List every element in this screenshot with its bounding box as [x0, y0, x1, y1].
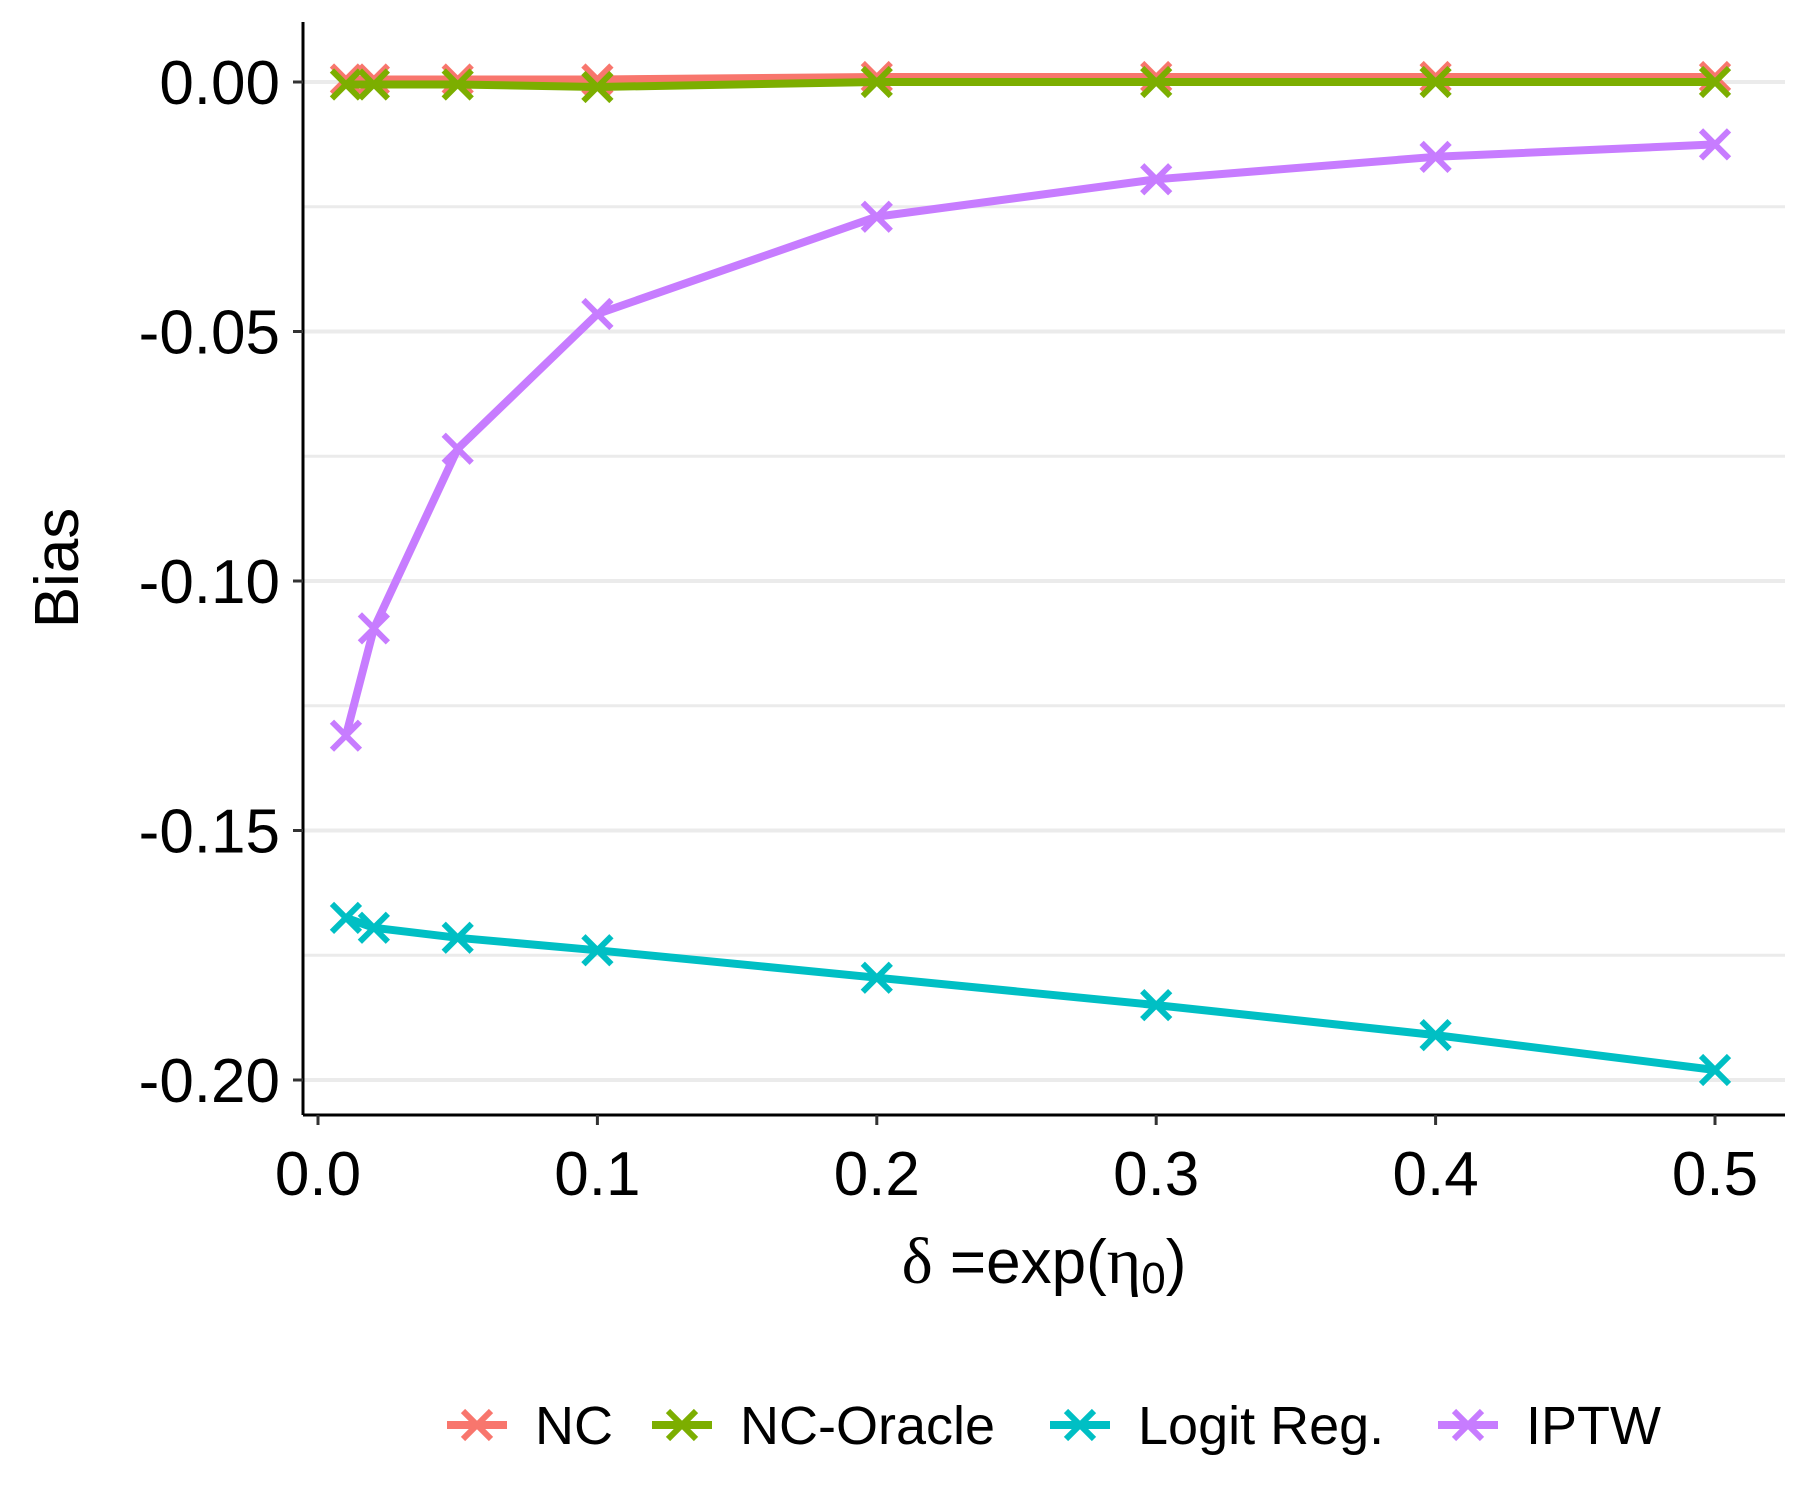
data-point-nc — [329, 63, 363, 96]
y-tick-label: -0.05 — [139, 299, 280, 368]
x-axis-title-mid: =exp( — [933, 1228, 1107, 1297]
x-axis-ticks: 0.0 0.1 0.2 0.3 0.4 0.5 — [275, 1115, 1758, 1209]
data-point-logit-reg — [357, 911, 391, 944]
data-point-nc-oracle — [357, 68, 391, 101]
data-point-nc-oracle — [441, 68, 474, 101]
y-tick-label: -0.15 — [139, 798, 280, 867]
data-point-iptw — [1419, 140, 1452, 173]
y-tick-label: -0.20 — [139, 1047, 280, 1116]
legend-label: IPTW — [1526, 1396, 1661, 1456]
legend: NC NC-Oracle Logit Reg. IPTW — [447, 1396, 1661, 1456]
data-point-nc-oracle — [329, 68, 363, 101]
data-point-logit-reg — [860, 961, 893, 994]
x-tick-label: 0.4 — [1392, 1140, 1478, 1209]
legend-item-nc-oracle: NC-Oracle — [652, 1396, 995, 1456]
x-axis-title-eta: η — [1107, 1225, 1142, 1298]
data-point-logit-reg — [329, 901, 363, 934]
data-point-logit-reg — [1140, 989, 1173, 1022]
x-tick-label: 0.5 — [1672, 1140, 1758, 1209]
series-logit-reg — [329, 901, 1732, 1087]
x-axis-title: δ =exp(η0) — [902, 1225, 1187, 1303]
data-point-iptw — [1698, 128, 1732, 161]
data-point-logit-reg — [441, 921, 474, 954]
y-axis-title: Bias — [23, 508, 92, 629]
legend-label: Logit Reg. — [1138, 1396, 1384, 1456]
legend-key-marker — [460, 1408, 494, 1442]
x-axis-title-subscript: 0 — [1141, 1254, 1165, 1303]
data-point-logit-reg — [1698, 1053, 1732, 1087]
legend-key-marker — [665, 1408, 699, 1442]
series-iptw — [329, 128, 1732, 752]
legend-item-nc: NC — [447, 1396, 613, 1456]
data-point-nc — [1698, 60, 1732, 94]
series-line-nc — [345, 73, 1715, 84]
legend-key-marker — [1063, 1408, 1097, 1442]
x-axis-title-delta: δ — [902, 1225, 933, 1298]
data-point-iptw — [581, 297, 614, 331]
legend-key-marker — [1451, 1408, 1485, 1442]
series-line-nc-oracle — [345, 78, 1715, 91]
legend-label: NC-Oracle — [740, 1396, 995, 1456]
data-point-nc — [441, 63, 474, 96]
data-point-iptw — [1140, 163, 1173, 196]
data-point-iptw — [860, 200, 893, 233]
y-tick-label: -0.10 — [139, 548, 280, 617]
legend-item-iptw: IPTW — [1438, 1396, 1661, 1456]
data-point-nc — [357, 63, 391, 96]
y-axis-ticks: 0.00 -0.05 -0.10 -0.15 -0.20 — [139, 49, 303, 1116]
data-point-nc — [860, 60, 893, 94]
data-point-nc — [1140, 60, 1173, 94]
data-point-nc-oracle — [581, 70, 614, 104]
grid-lines — [303, 80, 1785, 1082]
data-point-iptw — [329, 719, 363, 752]
data-point-iptw — [441, 432, 474, 465]
data-point-nc-oracle — [1419, 65, 1452, 99]
x-tick-label: 0.0 — [275, 1140, 361, 1209]
legend-label: NC — [535, 1396, 613, 1456]
series-line-logit-reg — [344, 914, 1716, 1074]
series-nc-oracle — [329, 65, 1732, 104]
y-tick-label: 0.00 — [159, 49, 280, 118]
data-point-nc-oracle — [1698, 65, 1732, 99]
data-point-nc — [1419, 60, 1452, 94]
data-point-nc-oracle — [860, 65, 893, 99]
series-layer — [329, 60, 1732, 1087]
data-point-logit-reg — [1419, 1018, 1452, 1052]
series-line-iptw — [342, 140, 1716, 737]
series-nc — [329, 60, 1732, 96]
x-tick-label: 0.1 — [554, 1140, 640, 1209]
data-point-logit-reg — [581, 934, 614, 967]
x-tick-label: 0.3 — [1113, 1140, 1199, 1209]
x-axis-title-close: ) — [1166, 1228, 1187, 1297]
legend-item-logit-reg: Logit Reg. — [1050, 1396, 1384, 1456]
data-point-nc-oracle — [1140, 65, 1173, 99]
data-point-iptw — [357, 612, 391, 645]
x-tick-label: 0.2 — [834, 1140, 920, 1209]
